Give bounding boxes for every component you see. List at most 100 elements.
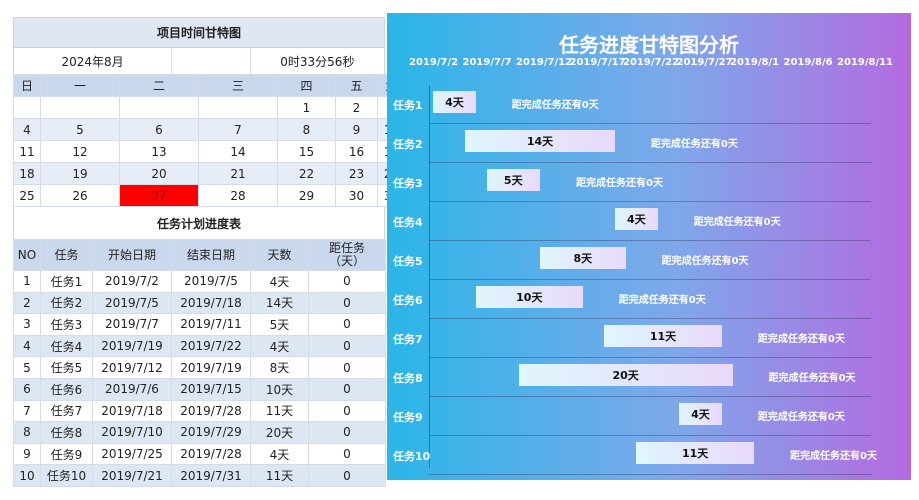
gantt-row-divider: [429, 318, 871, 319]
calendar-day[interactable]: 30: [335, 184, 378, 207]
gantt-date-label: 2019/8/11: [837, 57, 894, 68]
table-cell: 2019/7/7: [92, 313, 172, 336]
table-cell: 2019/7/5: [92, 291, 172, 315]
calendar-day[interactable]: 25: [13, 184, 41, 207]
gantt-row: 任务1 4天 距完成任务还有0天: [387, 85, 911, 124]
calendar-day[interactable]: 4: [13, 118, 41, 141]
calendar-day[interactable]: [40, 96, 120, 119]
plan-header-4: 天数: [250, 239, 309, 271]
calendar-day[interactable]: 13: [119, 140, 199, 163]
gantt-row: 任务9 4天 距完成任务还有0天: [387, 397, 911, 436]
gantt-bar[interactable]: 4天: [679, 403, 722, 425]
calendar-day[interactable]: 18: [13, 162, 41, 185]
calendar-day[interactable]: 29: [277, 184, 336, 207]
table-row: 10 任务10 2019/7/21 2019/7/31 11天 0: [13, 464, 386, 487]
calendar-day[interactable]: 21: [198, 162, 278, 185]
calendar-day[interactable]: 26: [40, 184, 120, 207]
gantt-row-divider: [429, 201, 871, 202]
calendar-day[interactable]: 7: [198, 118, 278, 141]
calendar-day[interactable]: 15: [277, 140, 336, 163]
calendar-day[interactable]: 23: [335, 162, 378, 185]
calendar-day[interactable]: 2: [335, 96, 378, 119]
table-cell: 5: [13, 356, 41, 379]
calendar-day[interactable]: [119, 96, 199, 119]
gantt-remaining-label: 距完成任务还有0天: [693, 217, 781, 228]
calendar-day[interactable]: [198, 96, 278, 119]
gantt-row: 任务4 4天 距完成任务还有0天: [387, 202, 911, 241]
table-row: 7 任务7 2019/7/18 2019/7/28 11天 0: [13, 399, 386, 423]
gantt-task-label: 任务7: [393, 333, 423, 346]
weekday-4: 四: [277, 74, 336, 97]
table-row: 4 任务4 2019/7/19 2019/7/22 4天 0: [13, 334, 386, 358]
table-cell: 2019/7/18: [92, 399, 172, 423]
gantt-bar[interactable]: 4天: [433, 91, 476, 113]
table-cell: 7: [13, 399, 41, 423]
table-cell: 2019/7/22: [171, 334, 251, 358]
gantt-remaining-label: 距完成任务还有0天: [757, 412, 845, 423]
table-cell: 2019/7/10: [92, 421, 172, 444]
table-cell: 0: [308, 399, 386, 423]
calendar-day[interactable]: 1: [277, 96, 336, 119]
table-row: 5 任务5 2019/7/12 2019/7/19 8天 0: [13, 356, 386, 379]
gantt-bar[interactable]: 4天: [614, 208, 658, 230]
left-panel: 项目时间甘特图 2024年8月 0时33分56秒 日一二三四五六12345678…: [13, 17, 406, 487]
gantt-row-divider: [429, 474, 871, 475]
gantt-date-label: 2019/7/2: [409, 57, 459, 68]
calendar-day[interactable]: 14: [198, 140, 278, 163]
plan-header-0: NO: [13, 239, 41, 271]
table-cell: 10: [13, 464, 41, 487]
calendar-day[interactable]: 8: [277, 118, 336, 141]
table-cell: 0: [308, 313, 386, 336]
calendar-grid: 日一二三四五六123456789101112131415161718192021…: [13, 74, 406, 207]
table-cell: 2019/7/21: [92, 464, 172, 487]
weekday-5: 五: [335, 74, 378, 97]
table-cell: 10天: [250, 377, 309, 401]
calendar-title: 项目时间甘特图: [13, 17, 385, 48]
calendar-day[interactable]: 11: [13, 140, 41, 163]
gantt-bar[interactable]: 14天: [465, 130, 615, 152]
calendar-day[interactable]: 28: [198, 184, 278, 207]
calendar-day[interactable]: 12: [40, 140, 120, 163]
calendar-day[interactable]: 20: [119, 162, 199, 185]
gantt-row: 任务10 11天 距完成任务还有0天: [387, 436, 911, 475]
gantt-bar[interactable]: 8天: [540, 247, 626, 269]
gantt-row: 任务3 5天 距完成任务还有0天: [387, 163, 911, 202]
gantt-task-label: 任务1: [393, 99, 423, 112]
plan-header-5: 距任务 （天）: [308, 239, 386, 271]
table-row: 6 任务6 2019/7/6 2019/7/15 10天 0: [13, 377, 386, 401]
table-cell: 0: [308, 421, 386, 444]
gantt-row-divider: [429, 279, 871, 280]
table-cell: 2019/7/18: [171, 291, 251, 315]
gantt-bar[interactable]: 20天: [518, 364, 733, 386]
calendar-day[interactable]: 19: [40, 162, 120, 185]
calendar-day[interactable]: 27: [119, 184, 199, 207]
calendar-week-row: 18192021222324: [13, 162, 406, 185]
table-cell: 2019/7/31: [171, 464, 251, 487]
calendar-day[interactable]: 22: [277, 162, 336, 185]
gantt-date-label: 2019/7/27: [676, 57, 733, 68]
calendar-day[interactable]: [13, 96, 41, 119]
table-cell: 14天: [250, 291, 309, 315]
table-cell: 11天: [250, 464, 309, 487]
table-cell: 4: [13, 334, 41, 358]
table-cell: 4天: [250, 270, 309, 293]
table-row: 3 任务3 2019/7/7 2019/7/11 5天 0: [13, 313, 386, 336]
gantt-remaining-label: 距完成任务还有0天: [768, 373, 856, 384]
gantt-task-label: 任务6: [393, 294, 423, 307]
gantt-bar[interactable]: 11天: [604, 325, 722, 347]
calendar-day[interactable]: 9: [335, 118, 378, 141]
gantt-row-divider: [429, 123, 871, 124]
table-cell: 20天: [250, 421, 309, 444]
calendar-day[interactable]: 6: [119, 118, 199, 141]
gantt-bar[interactable]: 5天: [486, 169, 540, 191]
table-cell: 0: [308, 291, 386, 315]
gantt-bar[interactable]: 11天: [636, 442, 754, 464]
calendar-weekday-row: 日一二三四五六: [13, 74, 406, 97]
gantt-remaining-label: 距完成任务还有0天: [576, 178, 663, 189]
calendar-day[interactable]: 16: [335, 140, 378, 163]
gantt-remaining-label: 距完成任务还有0天: [650, 139, 738, 150]
table-cell: 任务6: [40, 377, 93, 401]
gantt-date-label: 2019/7/17: [569, 57, 626, 68]
calendar-day[interactable]: 5: [40, 118, 120, 141]
gantt-bar[interactable]: 10天: [475, 286, 583, 308]
